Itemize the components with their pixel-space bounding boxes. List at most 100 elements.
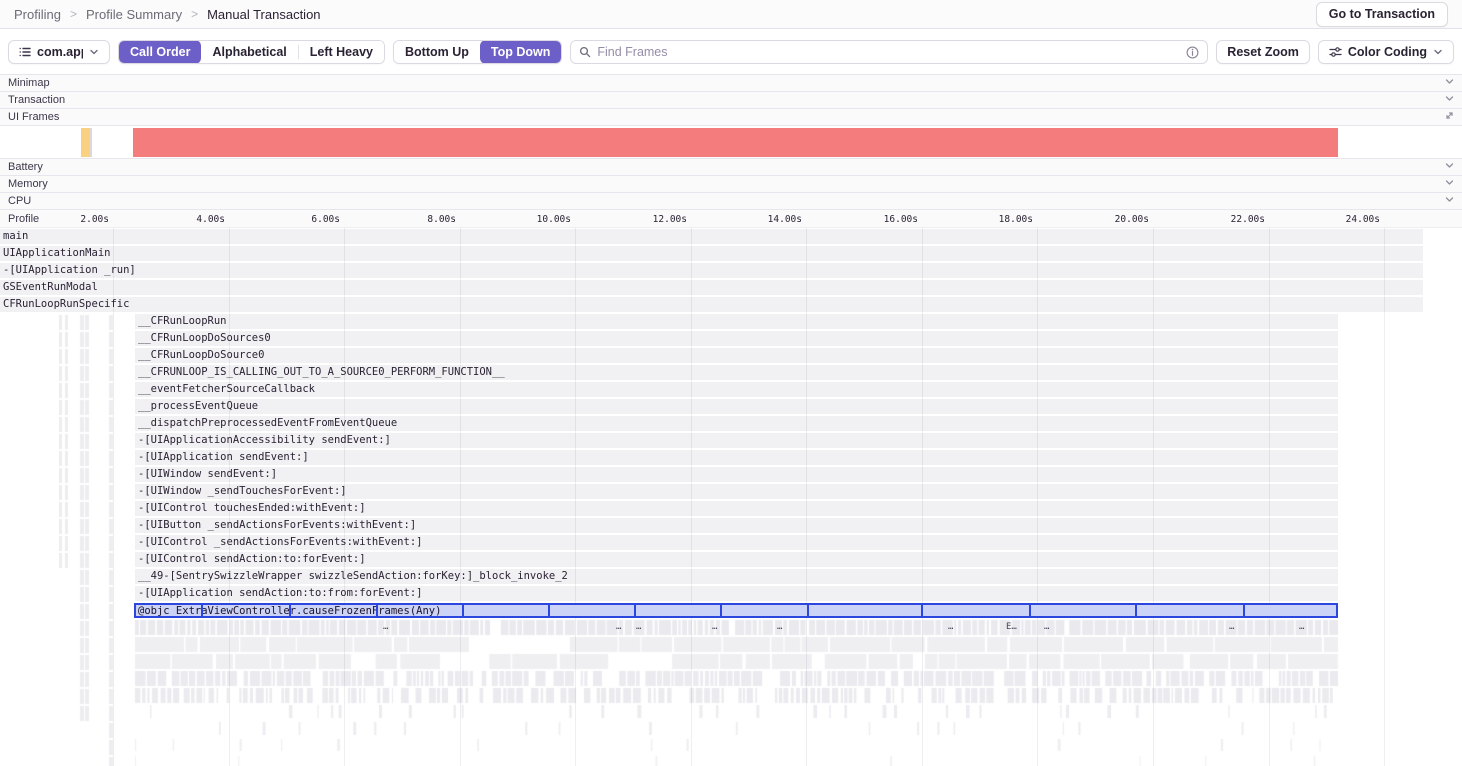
truncated-frame-label[interactable]: … bbox=[777, 622, 783, 632]
gridline bbox=[1384, 228, 1385, 766]
selected-frame[interactable]: @objc ExtraViewController.causeFrozenFra… bbox=[134, 603, 1338, 618]
axis-tick-label: 6.00s bbox=[311, 214, 340, 225]
frame-bar[interactable]: CFRunLoopRunSpecific bbox=[0, 297, 1423, 312]
frame-bar[interactable]: -[UIButton _sendActionsForEvents:withEve… bbox=[135, 518, 1338, 533]
frame-label: -[UIApplicationAccessibility sendEvent:] bbox=[138, 434, 391, 446]
frame-bar[interactable]: -[UIApplication sendAction:to:from:forEv… bbox=[135, 586, 1338, 601]
breadcrumb-profiling[interactable]: Profiling bbox=[14, 6, 61, 22]
sliders-icon bbox=[1329, 46, 1342, 58]
section-header-ui-frames[interactable]: UI Frames bbox=[0, 109, 1462, 126]
section-label: Transaction bbox=[8, 94, 66, 106]
profile-section-axis-row: Profile 2.00s 4.00s 6.00s 8.00s 10.00s 12.00s… bbox=[0, 210, 1462, 228]
frame-label: __dispatchPreprocessedEventFromEventQueu… bbox=[138, 417, 398, 429]
gridline bbox=[575, 228, 576, 766]
frame-bar[interactable]: -[UIWindow _sendTouchesForEvent:] bbox=[135, 484, 1338, 499]
sort-alphabetical-button[interactable]: Alphabetical bbox=[201, 41, 298, 63]
thread-selector-dropdown[interactable]: com.apple.... bbox=[8, 40, 110, 64]
truncated-frame-label[interactable]: … bbox=[948, 622, 954, 632]
frame-bar[interactable]: __eventFetcherSourceCallback bbox=[135, 382, 1338, 397]
section-label: Battery bbox=[8, 161, 43, 173]
frame-label: -[UIControl sendAction:to:forEvent:] bbox=[138, 553, 366, 565]
axis-tick-label: 20.00s bbox=[1114, 214, 1149, 225]
frame-bar[interactable]: UIApplicationMain bbox=[0, 246, 1423, 261]
frame-bar[interactable]: -[UIApplication sendEvent:] bbox=[135, 450, 1338, 465]
frame-segment-divider bbox=[1135, 605, 1137, 616]
gridline bbox=[1269, 228, 1270, 766]
frame-bar[interactable]: GSEventRunModal bbox=[0, 280, 1423, 295]
truncated-frame-label[interactable]: … bbox=[1299, 622, 1305, 632]
truncated-frame-label[interactable]: … bbox=[636, 622, 642, 632]
section-header-transaction[interactable]: Transaction bbox=[0, 92, 1462, 109]
frame-label: -[UIApplication _run] bbox=[3, 264, 136, 276]
frame-bar[interactable]: __CFRunLoopDoSources0 bbox=[135, 331, 1338, 346]
info-icon[interactable] bbox=[1186, 46, 1199, 59]
breadcrumb-separator: > bbox=[191, 7, 199, 21]
frame-bar[interactable]: __CFRunLoopRun bbox=[135, 314, 1338, 329]
frame-segment-divider bbox=[807, 605, 809, 616]
truncated-frame-label[interactable]: E… bbox=[1006, 622, 1017, 632]
axis-tick-label: 2.00s bbox=[80, 214, 109, 225]
truncated-frame-label[interactable]: … bbox=[1044, 622, 1050, 632]
top-down-button[interactable]: Top Down bbox=[479, 41, 562, 63]
section-header-battery[interactable]: Battery bbox=[0, 159, 1462, 176]
section-label: UI Frames bbox=[8, 111, 60, 123]
axis-tick-label: 16.00s bbox=[883, 214, 918, 225]
bottom-up-button[interactable]: Bottom Up bbox=[394, 41, 480, 63]
section-header-minimap[interactable]: Minimap bbox=[0, 75, 1462, 92]
search-icon bbox=[579, 46, 591, 58]
truncated-frame-label[interactable]: … bbox=[383, 622, 389, 632]
frame-bar[interactable]: -[UIWindow sendEvent:] bbox=[135, 467, 1338, 482]
frame-bar[interactable]: __processEventQueue bbox=[135, 399, 1338, 414]
section-header-cpu[interactable]: CPU bbox=[0, 193, 1462, 210]
find-frames-input[interactable] bbox=[597, 45, 1181, 59]
frame-label: -[UIApplication sendEvent:] bbox=[138, 451, 309, 463]
gridline bbox=[1037, 228, 1038, 766]
axis-tick-label: 24.00s bbox=[1345, 214, 1380, 225]
frame-bar[interactable]: -[UIControl _sendActionsForEvents:withEv… bbox=[135, 535, 1338, 550]
frame-label: CFRunLoopRunSpecific bbox=[3, 298, 130, 310]
chevron-down-icon bbox=[1445, 161, 1454, 173]
frame-label: __CFRunLoopRun bbox=[138, 315, 227, 327]
section-header-memory[interactable]: Memory bbox=[0, 176, 1462, 193]
chevron-down-icon bbox=[1433, 47, 1443, 57]
frame-bar[interactable]: main bbox=[0, 229, 1423, 244]
gridline bbox=[806, 228, 807, 766]
axis-tick-label: 14.00s bbox=[767, 214, 802, 225]
breadcrumb-profile-summary[interactable]: Profile Summary bbox=[85, 6, 183, 22]
frame-bar[interactable]: -[UIControl sendAction:to:forEvent:] bbox=[135, 552, 1338, 567]
breadcrumb-separator: > bbox=[69, 7, 77, 21]
divider bbox=[297, 45, 299, 59]
reset-zoom-button[interactable]: Reset Zoom bbox=[1216, 40, 1310, 64]
frame-segment-divider bbox=[634, 605, 636, 616]
frame-bar[interactable]: -[UIApplicationAccessibility sendEvent:] bbox=[135, 433, 1338, 448]
truncated-frame-label[interactable]: … bbox=[616, 622, 622, 632]
frame-bar[interactable]: __49-[SentrySwizzleWrapper swizzleSendAc… bbox=[135, 569, 1338, 584]
go-to-transaction-button[interactable]: Go to Transaction bbox=[1315, 1, 1448, 27]
frame-label: -[UIButton _sendActionsForEvents:withEve… bbox=[138, 519, 417, 531]
frame-label: __49-[SentrySwizzleWrapper swizzleSendAc… bbox=[138, 570, 568, 582]
frame-bar[interactable]: __dispatchPreprocessedEventFromEventQueu… bbox=[135, 416, 1338, 431]
ui-frame-bar-slow-frame[interactable] bbox=[81, 128, 90, 157]
frame-segment-divider bbox=[376, 605, 378, 616]
color-coding-dropdown[interactable]: Color Coding bbox=[1317, 40, 1454, 64]
frame-bar[interactable]: __CFRunLoopDoSource0 bbox=[135, 348, 1338, 363]
frame-segment-divider bbox=[921, 605, 923, 616]
frame-bar[interactable]: -[UIControl touchesEnded:withEvent:] bbox=[135, 501, 1338, 516]
find-frames-searchbox[interactable] bbox=[570, 40, 1209, 64]
truncated-frame-label[interactable]: … bbox=[712, 622, 718, 632]
frame-label: -[UIApplication sendAction:to:from:forEv… bbox=[138, 587, 423, 599]
frame-bar[interactable]: -[UIApplication _run] bbox=[0, 263, 1423, 278]
flamegraph-canvas-area[interactable]: main UIApplicationMain -[UIApplication _ru… bbox=[0, 228, 1462, 766]
thread-selector-value: com.apple.... bbox=[37, 45, 83, 59]
truncated-frame-label[interactable]: … bbox=[1229, 622, 1235, 632]
ui-frame-bar-frozen-frame[interactable] bbox=[133, 128, 1338, 157]
axis-tick-label: 12.00s bbox=[652, 214, 687, 225]
sort-call-order-button[interactable]: Call Order bbox=[119, 41, 202, 63]
chevron-down-icon bbox=[1445, 195, 1454, 207]
frame-bar[interactable]: __CFRUNLOOP_IS_CALLING_OUT_TO_A_SOURCE0_… bbox=[135, 365, 1338, 380]
sort-left-heavy-button[interactable]: Left Heavy bbox=[298, 41, 384, 63]
gridline bbox=[922, 228, 923, 766]
axis-tick-label: 18.00s bbox=[998, 214, 1033, 225]
ui-frame-bar-sliver[interactable] bbox=[90, 128, 92, 157]
breadcrumb: Profiling > Profile Summary > Manual Tra… bbox=[0, 0, 1462, 29]
